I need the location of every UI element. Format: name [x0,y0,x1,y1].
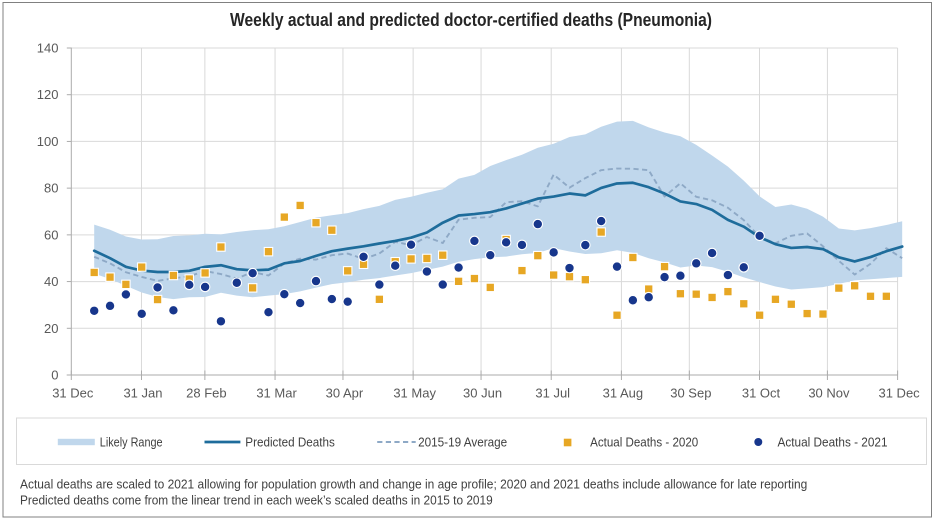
svg-text:80: 80 [44,181,58,196]
svg-text:30 Apr: 30 Apr [326,386,364,401]
svg-text:30 Sep: 30 Sep [670,386,711,401]
svg-text:Actual Deaths - 2021: Actual Deaths - 2021 [778,435,888,450]
svg-text:30 Nov: 30 Nov [808,386,850,401]
svg-text:31 Aug: 31 Aug [603,386,644,401]
svg-text:31 May: 31 May [393,386,436,401]
svg-text:Actual deaths are scaled to 20: Actual deaths are scaled to 2021 allowin… [20,476,807,491]
svg-text:Weekly actual and predicted do: Weekly actual and predicted doctor-certi… [230,9,712,30]
svg-text:31 Oct: 31 Oct [742,386,781,401]
svg-text:0: 0 [51,368,58,383]
svg-text:100: 100 [37,134,59,149]
svg-text:31 Mar: 31 Mar [256,386,297,401]
svg-text:31 Jan: 31 Jan [123,386,162,401]
svg-text:40: 40 [44,274,58,289]
svg-text:140: 140 [37,41,59,56]
svg-text:28 Feb: 28 Feb [186,386,226,401]
svg-text:30 Jun: 30 Jun [463,386,502,401]
svg-text:31 Jul: 31 Jul [535,386,570,401]
svg-text:Actual Deaths - 2020: Actual Deaths - 2020 [590,435,698,450]
svg-text:60: 60 [44,227,58,242]
svg-text:31 Dec: 31 Dec [52,386,94,401]
svg-text:31 Dec: 31 Dec [878,386,920,401]
svg-text:Predicted Deaths: Predicted Deaths [245,435,335,450]
svg-text:20: 20 [44,321,58,336]
svg-text:Predicted deaths come from the: Predicted deaths come from the linear tr… [20,492,493,507]
svg-text:120: 120 [37,87,59,102]
svg-text:2015-19 Average: 2015-19 Average [418,435,507,450]
svg-text:Likely Range: Likely Range [100,435,163,450]
